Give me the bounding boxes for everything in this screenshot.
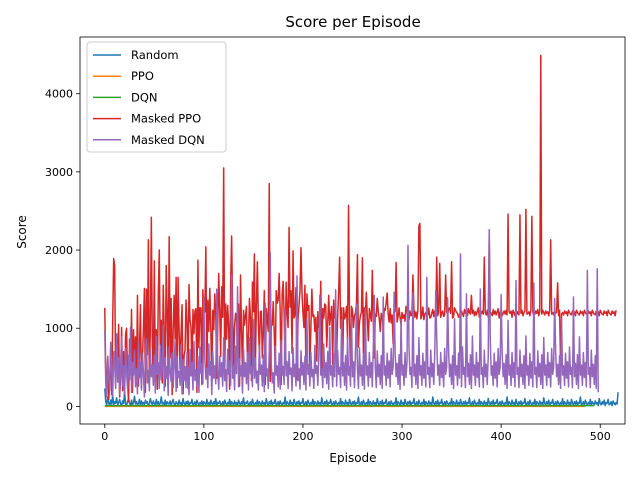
x-tick-label: 100 xyxy=(193,430,214,443)
chart-title: Score per Episode xyxy=(285,13,420,31)
legend-label: Masked DQN xyxy=(131,133,205,147)
y-axis-label: Score xyxy=(15,215,29,249)
x-axis-label: Episode xyxy=(329,451,376,465)
axes-layer: 0 100 200 300 400 500 0 1000 2000 3000 4000 xyxy=(45,36,626,443)
y-tick-label: 1000 xyxy=(45,322,73,335)
series-line-masked-dqn xyxy=(104,228,599,398)
legend-label: DQN xyxy=(131,90,158,104)
legend: Random PPO DQN Masked PPO Masked DQN xyxy=(86,41,227,153)
y-tick-label: 2000 xyxy=(45,244,73,257)
axes-frame xyxy=(79,36,626,425)
legend-label: PPO xyxy=(131,69,154,83)
x-tick-label: 0 xyxy=(101,430,108,443)
y-tick-label: 4000 xyxy=(45,88,73,101)
x-tick-label: 300 xyxy=(392,430,413,443)
legend-box xyxy=(86,41,227,153)
y-tick-label: 3000 xyxy=(45,166,73,179)
legend-label: Random xyxy=(131,48,179,62)
x-tick-label: 500 xyxy=(590,430,611,443)
series-line-masked-ppo xyxy=(104,54,617,403)
x-tick-label: 200 xyxy=(292,430,313,443)
series-line-random xyxy=(104,388,619,407)
x-tick-label: 400 xyxy=(491,430,512,443)
legend-label: Masked PPO xyxy=(131,112,201,126)
y-tick-label: 0 xyxy=(66,400,73,413)
series-layer xyxy=(104,54,619,408)
